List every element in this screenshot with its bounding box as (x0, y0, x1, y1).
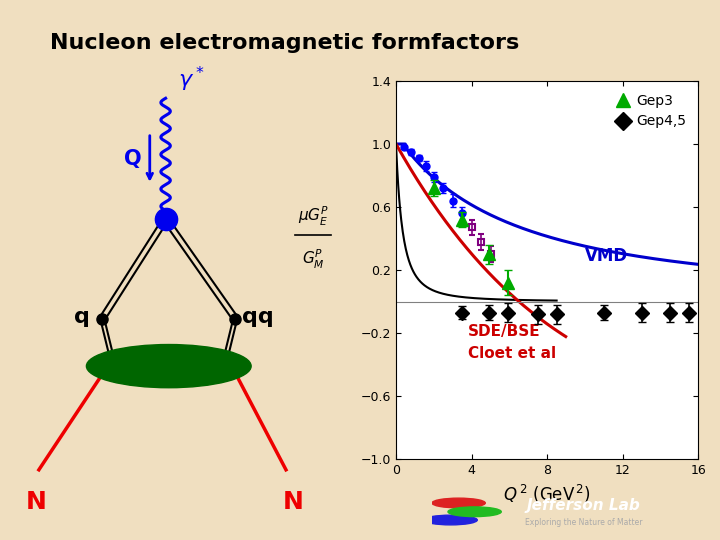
Text: Jefferson Lab: Jefferson Lab (527, 498, 641, 513)
Legend: Gep3, Gep4,5: Gep3, Gep4,5 (612, 88, 691, 134)
Text: qq: qq (242, 307, 274, 327)
Ellipse shape (86, 345, 251, 388)
Circle shape (432, 498, 485, 508)
Text: VMD: VMD (585, 247, 628, 265)
Text: $G_M^P$: $G_M^P$ (302, 248, 325, 271)
Circle shape (448, 507, 501, 517)
Text: $\mu G_E^P$: $\mu G_E^P$ (297, 205, 329, 227)
Text: N: N (283, 490, 304, 514)
Text: Nucleon electromagnetic formfactors: Nucleon electromagnetic formfactors (50, 33, 519, 53)
Text: N: N (26, 490, 47, 514)
Text: $\gamma^*$: $\gamma^*$ (179, 65, 204, 94)
Text: SDE/BSE: SDE/BSE (468, 324, 541, 339)
Circle shape (424, 515, 477, 525)
Text: Q: Q (125, 148, 142, 169)
Text: Exploring the Nature of Matter: Exploring the Nature of Matter (525, 518, 642, 527)
X-axis label: $Q^{\,2}\ (\mathrm{GeV}^{\,2})$: $Q^{\,2}\ (\mathrm{GeV}^{\,2})$ (503, 482, 591, 504)
Text: Cloet et al: Cloet et al (468, 346, 556, 361)
Text: q: q (73, 307, 89, 327)
